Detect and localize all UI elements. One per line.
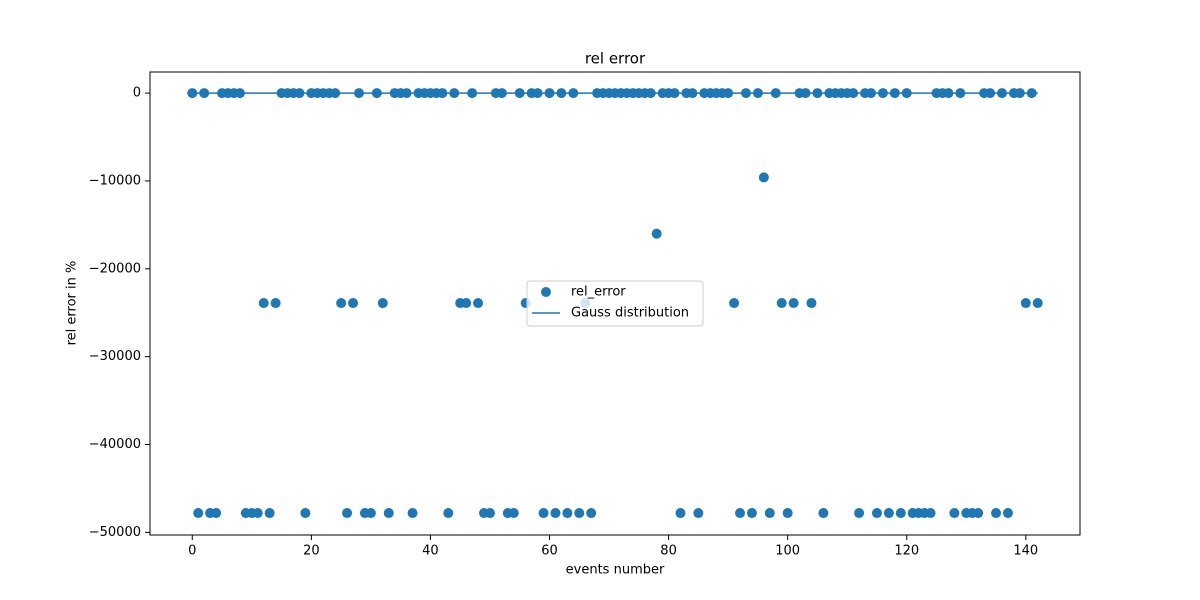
point [746,508,757,519]
point [764,508,775,519]
point [973,508,984,519]
point [348,298,359,309]
point [461,298,472,309]
point [264,508,275,519]
point [949,508,960,519]
point [484,508,495,519]
point [365,508,376,519]
y-tick-label: 0 [133,86,141,101]
point [300,508,311,519]
point [925,508,936,519]
point [895,508,906,519]
legend: rel_error Gauss distribution [526,280,704,327]
point [383,508,394,519]
y-axis-label: rel error in % [65,261,80,346]
point [252,508,263,519]
point [550,508,561,519]
legend-label: Gauss distribution [571,306,689,321]
x-tick-label: 80 [660,544,677,559]
point [270,298,281,309]
point [562,508,573,519]
point [735,508,746,519]
point [586,508,597,519]
point [538,508,549,519]
x-tick-label: 0 [188,544,196,559]
x-tick-label: 100 [775,544,800,559]
point [473,298,484,309]
x-tick-label: 140 [1013,544,1038,559]
point [193,508,204,519]
point [342,508,353,519]
point [407,508,418,519]
point [693,508,704,519]
x-tick-label: 60 [541,544,558,559]
x-axis-label: events number [566,563,665,578]
x-tick-label: 20 [303,544,320,559]
point [758,172,769,183]
y-tick-label: −10000 [89,173,141,188]
point [883,508,894,519]
point [818,508,829,519]
y-tick-label: −30000 [89,349,141,364]
point [788,298,799,309]
point [991,508,1002,519]
point [1002,508,1013,519]
y-tick-label: −50000 [89,525,141,540]
plot-frame [149,71,1081,536]
legend-marker [541,287,551,297]
y-tick-label: −20000 [89,261,141,276]
point [574,508,585,519]
point [508,508,519,519]
point [854,508,865,519]
legend-box [526,280,704,327]
point [729,298,740,309]
y-tick-label: −40000 [89,437,141,452]
legend-label: rel_error [571,285,626,300]
point [675,508,686,519]
chart-title: rel error [585,50,646,68]
x-tick-label: 120 [894,544,919,559]
point [258,298,269,309]
point [377,298,388,309]
point [211,508,222,519]
x-tick-label: 40 [422,544,439,559]
point [1032,298,1043,309]
point [806,298,817,309]
point [443,508,454,519]
point [871,508,882,519]
point [1020,298,1031,309]
point [651,228,662,239]
point [782,508,793,519]
point [776,298,787,309]
point [336,298,347,309]
